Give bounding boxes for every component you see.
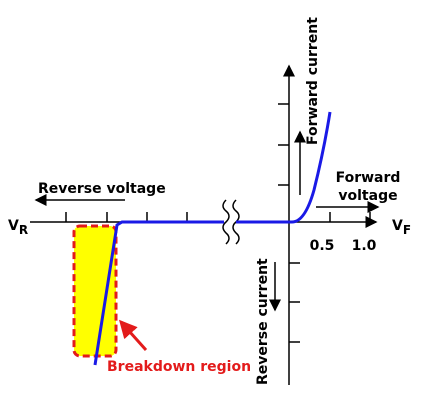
vf-sub: F [403, 223, 411, 237]
forward-voltage-label: voltage [338, 188, 397, 204]
reverse-current-label: Reverse current [255, 258, 271, 385]
vr-label: VR [8, 218, 28, 237]
breakdown-box [72, 224, 118, 358]
breakdown-arrow [119, 319, 148, 351]
vf-main: V [392, 218, 403, 234]
tick-label: 1.0 [352, 238, 377, 254]
iv-curve [93, 111, 332, 366]
vr-sub: R [19, 223, 28, 237]
forward-voltage-label: Forward [336, 170, 401, 186]
forward-current-label: Forward current [305, 17, 321, 145]
breakdown-label: Breakdown region [107, 359, 251, 375]
reverse-voltage-label: Reverse voltage [38, 181, 166, 197]
tick-label: 0.5 [310, 238, 335, 254]
vr-main: V [8, 218, 19, 234]
vf-label: VF [392, 218, 411, 237]
